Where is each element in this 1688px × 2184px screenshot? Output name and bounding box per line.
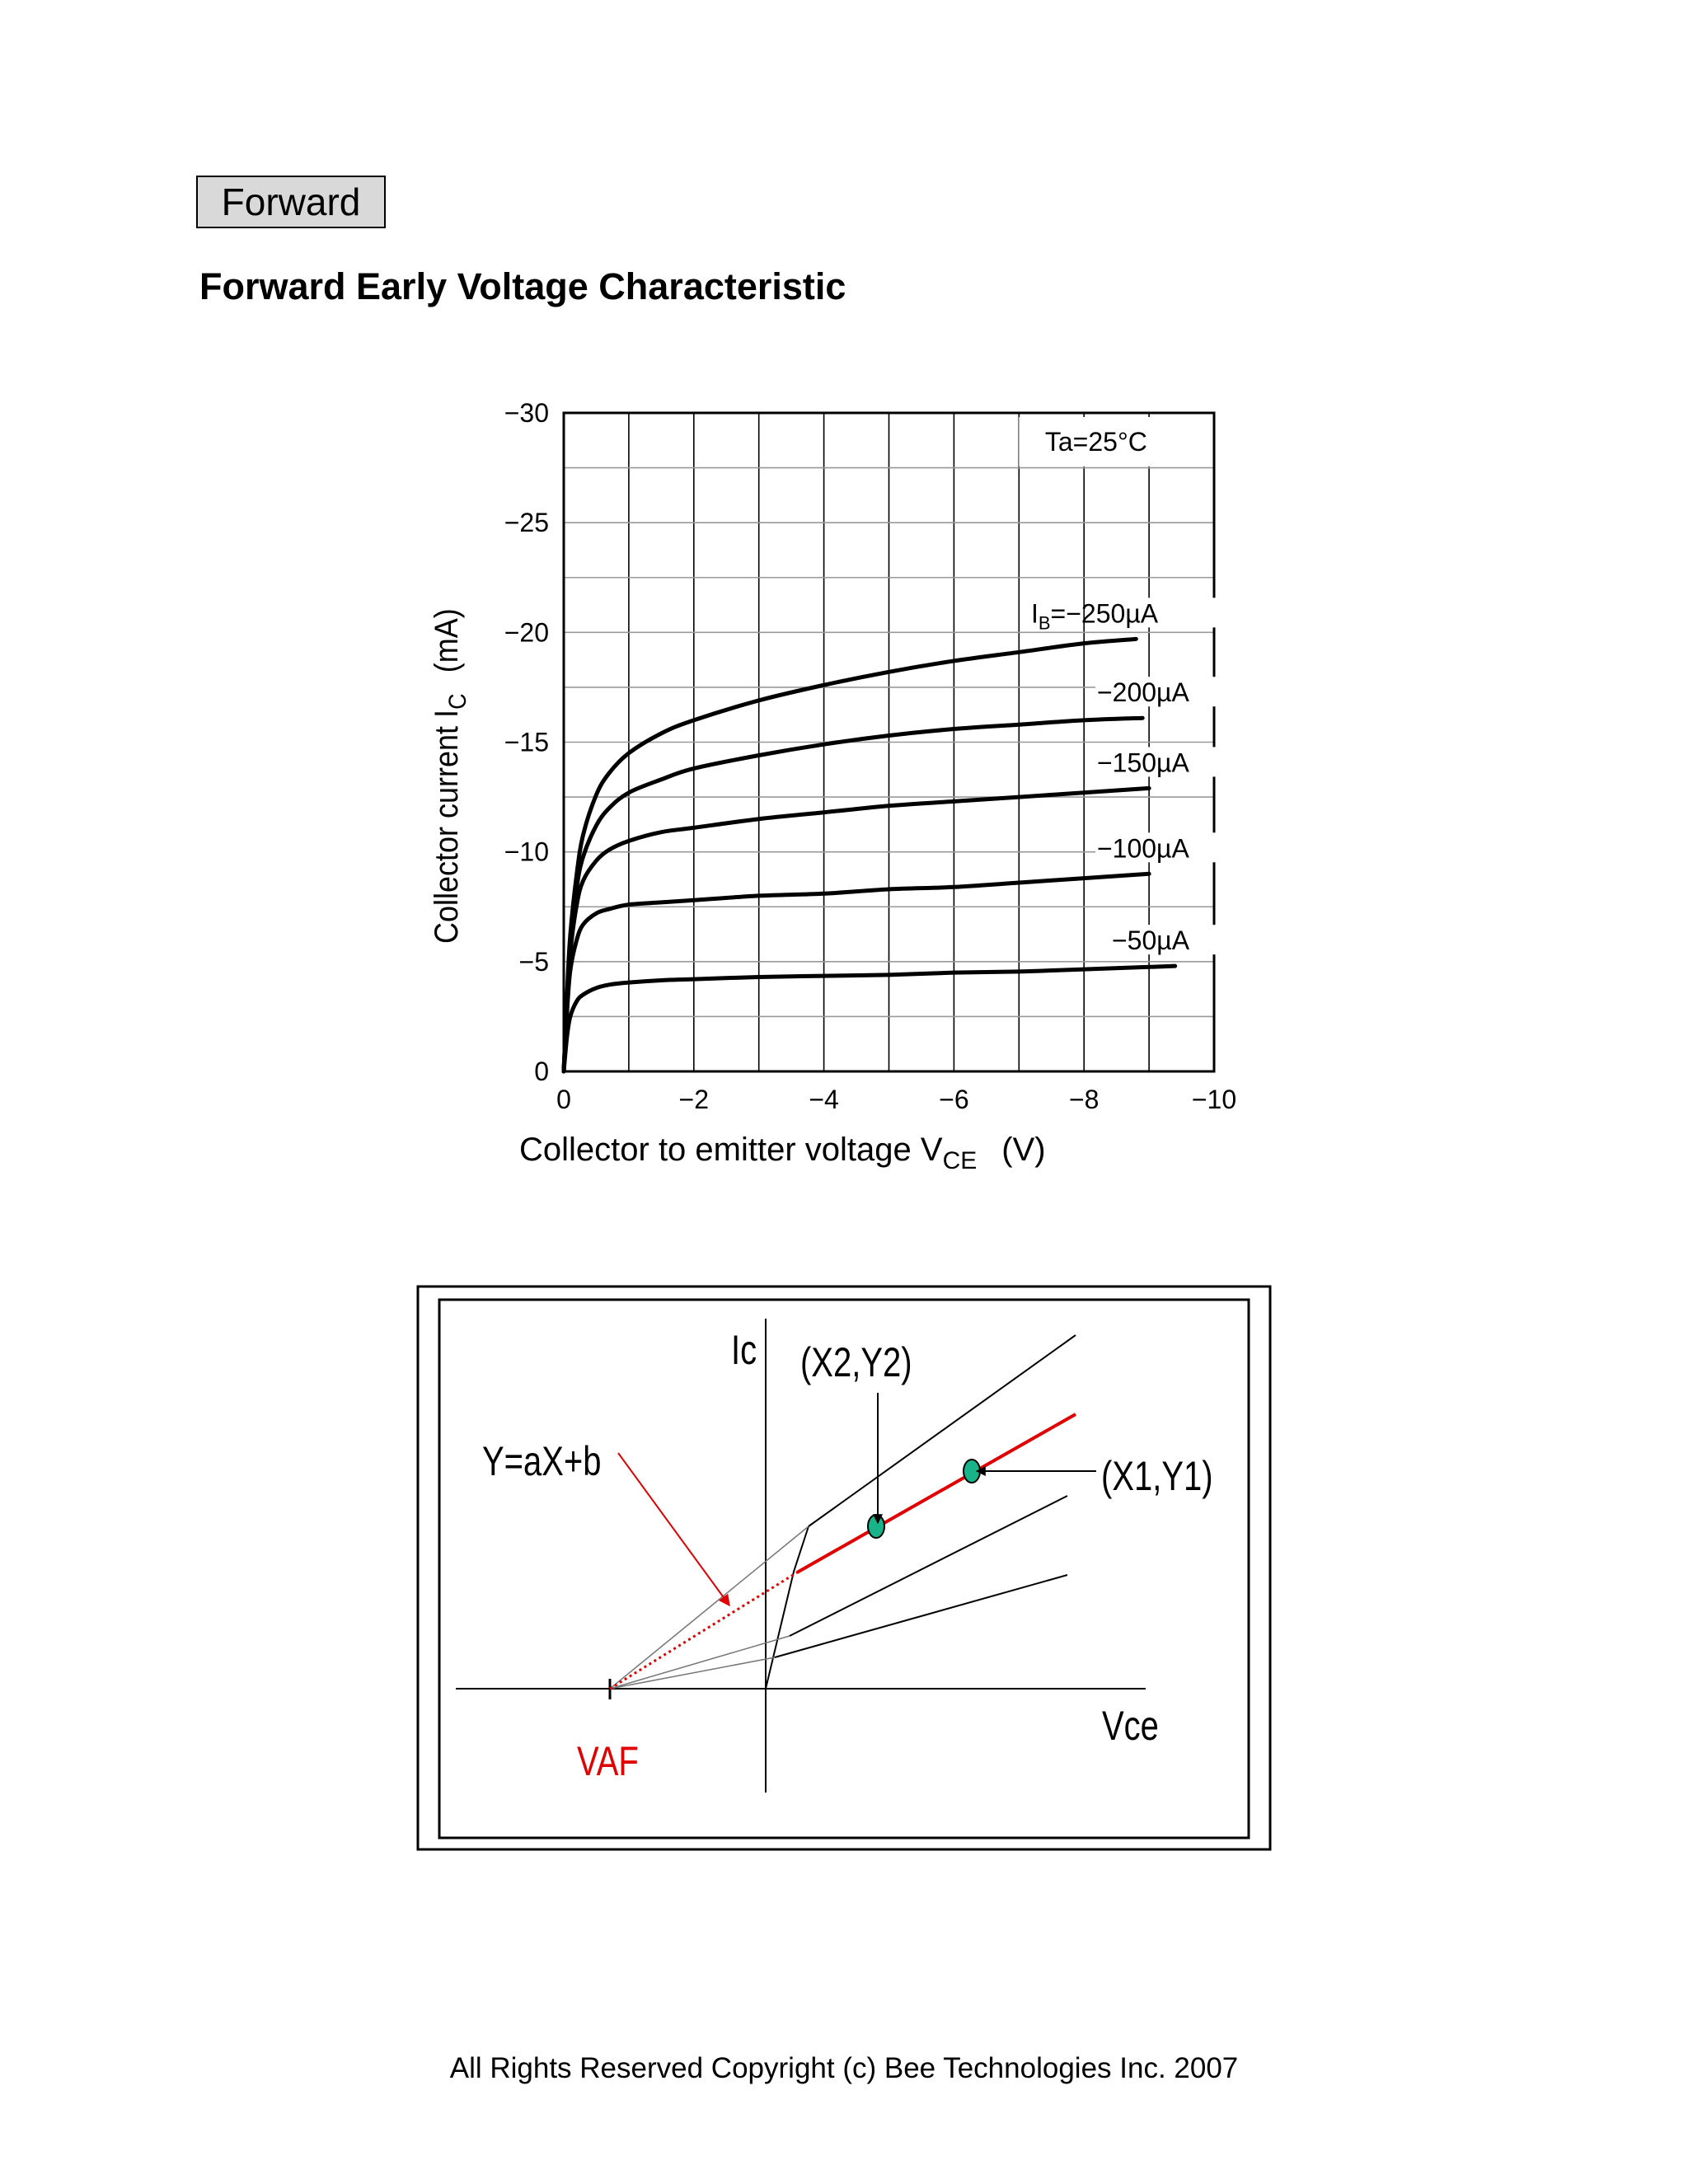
x-tick-label: 0 (556, 1085, 571, 1114)
y-tick-label: −15 (504, 728, 549, 757)
copyright-footer: All Rights Reserved Copyright (c) Bee Te… (449, 2052, 1239, 2084)
y-axis-label-unit: (mA) (429, 608, 465, 673)
y-axis-label-main: Collector current I (429, 710, 465, 944)
x-axis-label-unit: (V) (1001, 1132, 1045, 1168)
diagram-inner-frame (438, 1298, 1250, 1840)
y-tick-label: −30 (504, 398, 549, 428)
saturation-knee-line (765, 1526, 809, 1690)
fit-line (796, 1413, 1076, 1574)
diagram-outer-frame (416, 1285, 1272, 1851)
x-tick-label: −2 (679, 1085, 709, 1114)
y-tick-label: −25 (504, 508, 549, 537)
extrapolation-line-3 (609, 1635, 790, 1690)
y-axis-label-subscript: C (444, 693, 472, 709)
curves-layer: IB=−250µA −200µA −150µA −100µA −50µA (561, 598, 1281, 1074)
series-line-3 (561, 871, 1151, 1074)
series-label-bg (1095, 747, 1231, 777)
point-label-x2y2: (X2,Y2) (800, 1339, 912, 1385)
y-axis-label: Collector current IC (mA) (429, 608, 471, 944)
temperature-annotation: Ta=25°C (1045, 427, 1147, 457)
y-tick-labels: 0 −5 −10 −15 −20 −25 −30 (504, 398, 549, 1086)
plot-frame (562, 411, 1216, 1073)
series-label-bg (1095, 925, 1231, 955)
extrapolation-line-1 (609, 1526, 809, 1690)
x-axis-label-main: Collector to emitter voltage V (519, 1132, 943, 1168)
output-curve-3 (789, 1495, 1068, 1637)
page-title: Forward Early Voltage Characteristic (199, 265, 846, 307)
x-tick-label: −6 (939, 1085, 968, 1114)
extrapolation-line-4 (609, 1657, 776, 1690)
ic-axis-label: Ic (731, 1327, 757, 1373)
x-axis-label: Collector to emitter voltage VCE (V) (519, 1132, 1046, 1174)
output-curve-1 (808, 1334, 1076, 1527)
series-label-3: −100µA (1097, 833, 1190, 863)
y-tick-label: 0 (534, 1057, 549, 1086)
vaf-label: VAF (577, 1738, 639, 1784)
data-point-x2y2 (867, 1514, 885, 1539)
equation-label: Y=aX+b (482, 1438, 602, 1484)
series-label-4: −50µA (1112, 926, 1190, 955)
annotation-box (1019, 417, 1208, 466)
x-tick-label: −4 (809, 1085, 838, 1114)
output-curve-4 (774, 1574, 1068, 1658)
series-label-1: −200µA (1097, 677, 1190, 707)
x-tick-label: −8 (1069, 1085, 1099, 1114)
series-label-0: IB=−250µA (1031, 598, 1159, 633)
series-line-2 (561, 785, 1151, 1074)
series-label-bg (1095, 598, 1281, 628)
vce-axis-label: Vce (1102, 1703, 1159, 1749)
point-label-x1y1: (X1,Y1) (1101, 1453, 1213, 1499)
x-tick-labels: 0 −2 −4 −6 −8 −10 (556, 1085, 1236, 1114)
chart-grid (562, 411, 1216, 1073)
series-line-4 (561, 963, 1178, 1074)
series-label-2: −150µA (1097, 748, 1190, 777)
x-tick-label: −10 (1192, 1085, 1236, 1114)
fit-line-extrapolation (609, 1571, 798, 1690)
equation-pointer (617, 1452, 730, 1607)
y-tick-label: −5 (519, 947, 549, 977)
x-axis-label-subscript: CE (943, 1147, 978, 1174)
forward-tag: Forward (196, 176, 386, 228)
series-label-bg (1095, 832, 1231, 863)
y-tick-label: −20 (504, 617, 549, 647)
y-tick-label: −10 (504, 837, 549, 867)
series-label-bg (1095, 677, 1231, 707)
